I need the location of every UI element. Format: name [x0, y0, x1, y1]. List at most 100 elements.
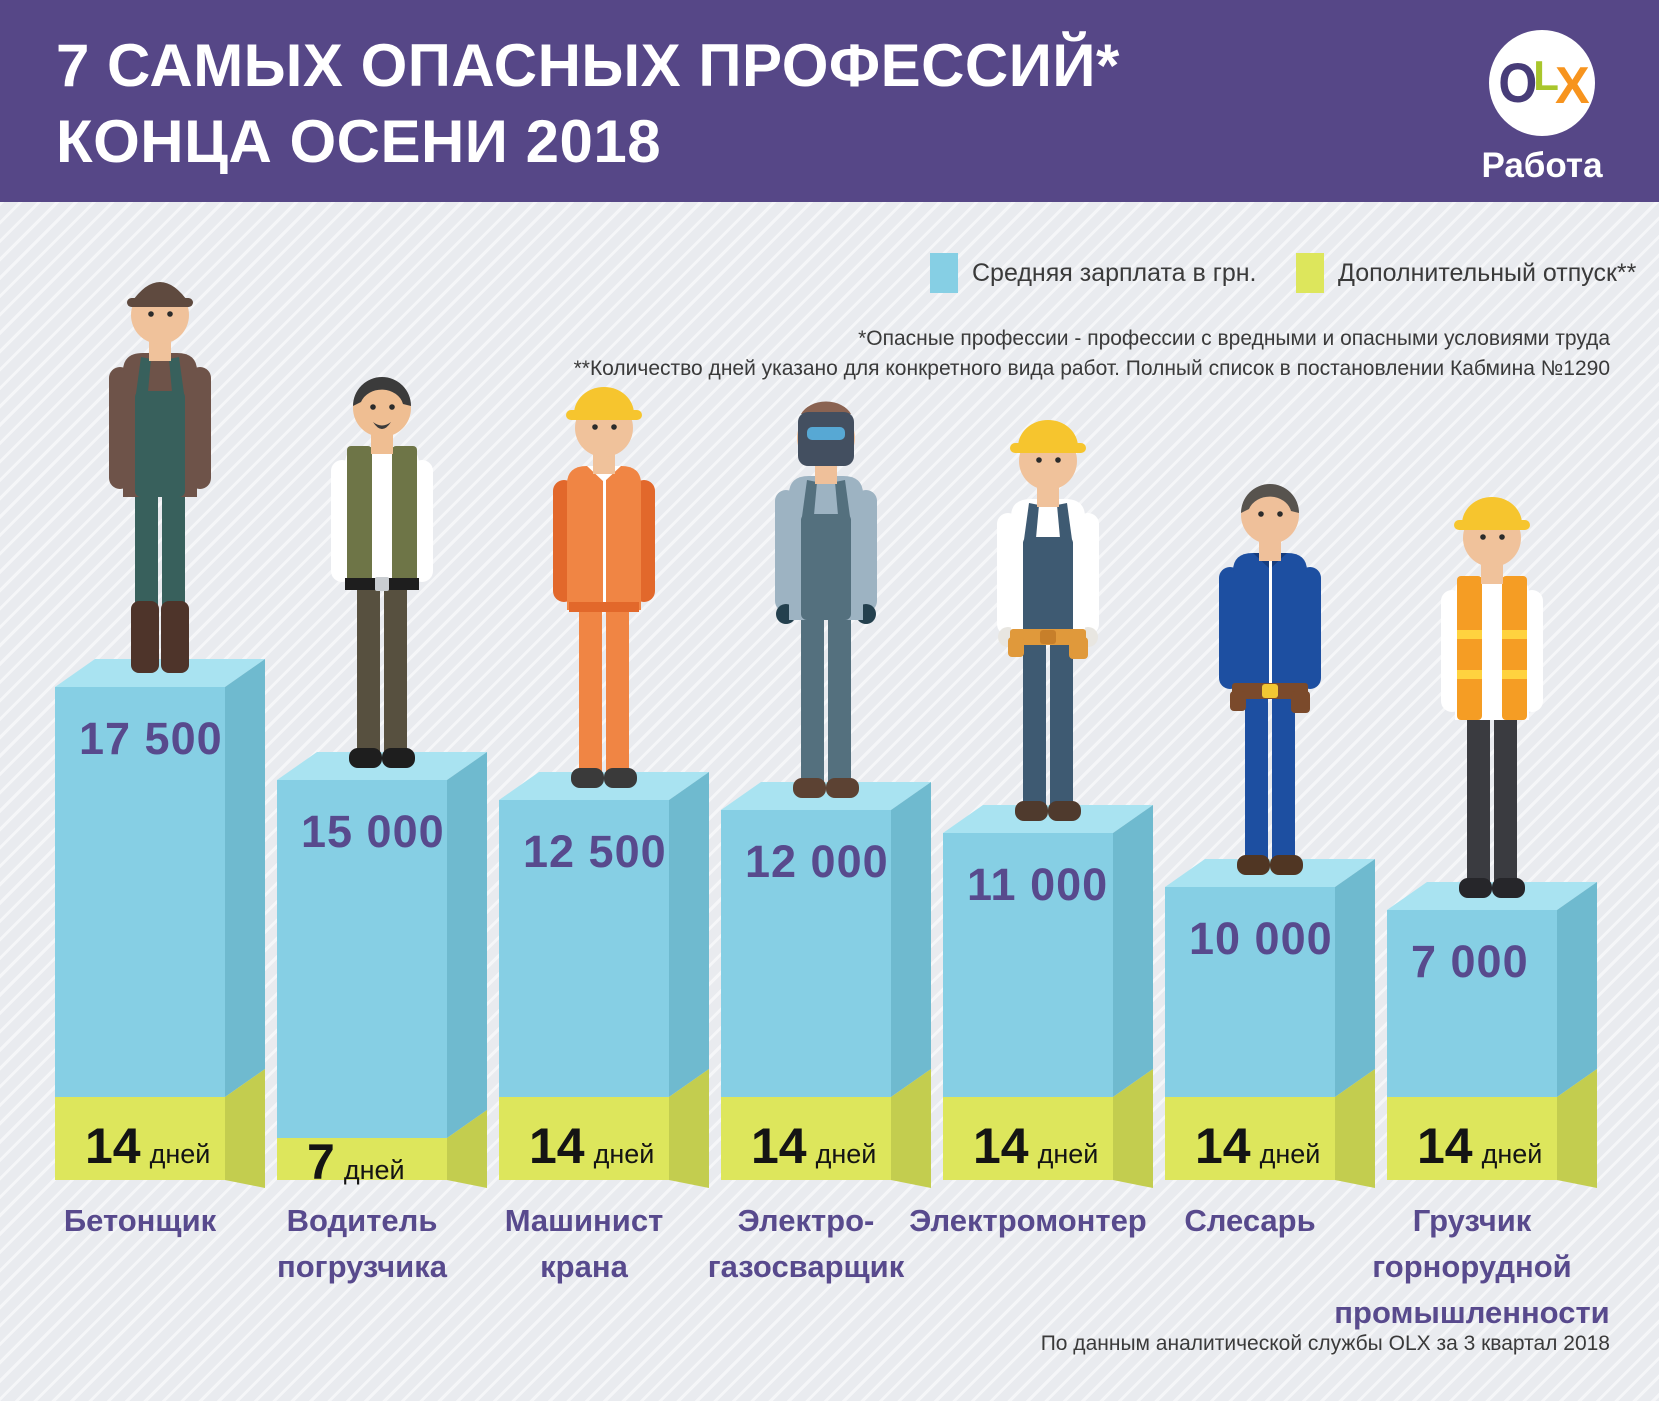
vacation-days-label: 14 дней — [973, 1117, 1098, 1175]
salary-value: 12 000 — [745, 836, 889, 887]
worker-figure-5 — [973, 385, 1123, 825]
source-note: По данным аналитической службы OLX за 3 … — [1040, 1332, 1610, 1355]
worker-figure-1 — [85, 239, 235, 679]
bar-4 — [721, 782, 931, 1188]
bar-salary-segment — [499, 800, 669, 1097]
vacation-days-label: 7 дней — [307, 1133, 405, 1191]
vacation-days-unit: дней — [593, 1139, 655, 1169]
vacation-days-number: 14 — [85, 1118, 141, 1174]
bar-vacation-segment — [277, 1138, 447, 1180]
legend-label-vacation: Дополнительный отпуск** — [1338, 258, 1637, 287]
olx-letter-l: L — [1533, 52, 1559, 99]
bar-side-face — [225, 659, 265, 1097]
bar-vacation-side-face — [1113, 1069, 1153, 1188]
vacation-days-number: 7 — [307, 1134, 335, 1190]
vacation-days-number: 14 — [973, 1118, 1029, 1174]
vacation-days-number: 14 — [1195, 1118, 1251, 1174]
worker-figure-6 — [1195, 439, 1345, 879]
legend-item-salary: Средняя зарплата в грн. — [930, 253, 1257, 293]
bar-top-face — [277, 752, 487, 780]
olx-logo-caption: Работа — [1481, 146, 1603, 185]
vacation-days-unit: дней — [815, 1139, 877, 1169]
vacation-days-number: 14 — [751, 1118, 807, 1174]
footnote-1: *Опасные профессии - профессии с вредным… — [858, 327, 1610, 350]
profession-label: Электромонтер — [909, 1203, 1147, 1238]
bar-salary-segment — [721, 810, 891, 1097]
profession-label: Грузчик горнорудной промышленности — [1334, 1203, 1610, 1330]
bar-vacation-segment — [1387, 1097, 1557, 1180]
bar-side-face — [669, 772, 709, 1097]
bar-1 — [55, 659, 265, 1188]
vacation-swatch — [1296, 253, 1324, 293]
bar-vacation-segment — [55, 1097, 225, 1180]
worker-figure-4 — [751, 362, 901, 802]
bar-salary-segment — [277, 780, 447, 1138]
bar-6 — [1165, 859, 1375, 1188]
bar-vacation-side-face — [669, 1069, 709, 1188]
olx-logo-icon: O L X — [1489, 30, 1595, 136]
legend-item-vacation: Дополнительный отпуск** — [1296, 253, 1636, 293]
bar-2 — [277, 752, 487, 1188]
bar-top-face — [721, 782, 931, 810]
bar-top-face — [1165, 859, 1375, 887]
bar-salary-segment — [1387, 910, 1557, 1097]
bar-top-face — [55, 659, 265, 687]
bar-salary-segment — [55, 687, 225, 1097]
vacation-days-unit: дней — [149, 1139, 211, 1169]
bar-top-face — [1387, 882, 1597, 910]
vacation-days-label: 14 дней — [529, 1117, 654, 1175]
profession-label: Слесарь — [1184, 1203, 1316, 1238]
salary-value: 10 000 — [1189, 913, 1333, 964]
salary-value: 12 500 — [523, 826, 667, 877]
vacation-days-label: 14 дней — [1195, 1117, 1320, 1175]
salary-value: 11 000 — [967, 859, 1109, 910]
profession-label: Электро-газосварщик — [707, 1203, 905, 1284]
bar-side-face — [447, 752, 487, 1138]
worker-figure-2 — [307, 332, 457, 772]
footnote-2: **Количество дней указано для конкретног… — [573, 357, 1610, 380]
bar-vacation-side-face — [1335, 1069, 1375, 1188]
vacation-days-number: 14 — [1417, 1118, 1473, 1174]
vacation-days-label: 14 дней — [85, 1117, 210, 1175]
bar-side-face — [891, 782, 931, 1097]
worker-figure-7 — [1417, 462, 1567, 902]
profession-label: Бетонщик — [63, 1203, 217, 1238]
header-band: 7 САМЫХ ОПАСНЫХ ПРОФЕССИЙ* КОНЦА ОСЕНИ 2… — [0, 0, 1659, 202]
salary-value: 15 000 — [301, 806, 445, 857]
bar-top-face — [499, 772, 709, 800]
vacation-days-unit: дней — [343, 1155, 405, 1185]
vacation-days-number: 14 — [529, 1118, 585, 1174]
worker-figure-3 — [529, 352, 679, 792]
vacation-days-unit: дней — [1481, 1139, 1543, 1169]
bar-vacation-segment — [1165, 1097, 1335, 1180]
bar-side-face — [1335, 859, 1375, 1097]
legend-label-salary: Средняя зарплата в грн. — [972, 258, 1257, 287]
bar-vacation-segment — [721, 1097, 891, 1180]
vacation-days-label: 14 дней — [751, 1117, 876, 1175]
bar-top-face — [943, 805, 1153, 833]
bar-salary-segment — [1165, 887, 1335, 1097]
bar-7 — [1387, 882, 1597, 1188]
vacation-days-label: 14 дней — [1417, 1117, 1542, 1175]
bar-side-face — [1557, 882, 1597, 1097]
bar-side-face — [1113, 805, 1153, 1097]
title-line-2: КОНЦА ОСЕНИ 2018 — [56, 108, 662, 175]
olx-letter-o: O — [1498, 51, 1537, 115]
page-title: 7 САМЫХ ОПАСНЫХ ПРОФЕССИЙ* КОНЦА ОСЕНИ 2… — [56, 28, 1120, 180]
bar-vacation-side-face — [1557, 1069, 1597, 1188]
bar-vacation-side-face — [225, 1069, 265, 1188]
salary-value: 7 000 — [1411, 936, 1529, 987]
profession-label: Водитель погрузчика — [277, 1203, 447, 1284]
title-line-1: 7 САМЫХ ОПАСНЫХ ПРОФЕССИЙ* — [56, 32, 1120, 99]
bar-vacation-side-face — [891, 1069, 931, 1188]
vacation-days-unit: дней — [1259, 1139, 1321, 1169]
bar-vacation-segment — [943, 1097, 1113, 1180]
vacation-days-unit: дней — [1037, 1139, 1099, 1169]
bar-3 — [499, 772, 709, 1188]
bar-salary-segment — [943, 833, 1113, 1097]
salary-value: 17 500 — [79, 713, 223, 764]
salary-swatch — [930, 253, 958, 293]
footnotes: *Опасные профессии - профессии с вредным… — [574, 324, 1610, 384]
olx-letter-x: X — [1554, 57, 1590, 115]
